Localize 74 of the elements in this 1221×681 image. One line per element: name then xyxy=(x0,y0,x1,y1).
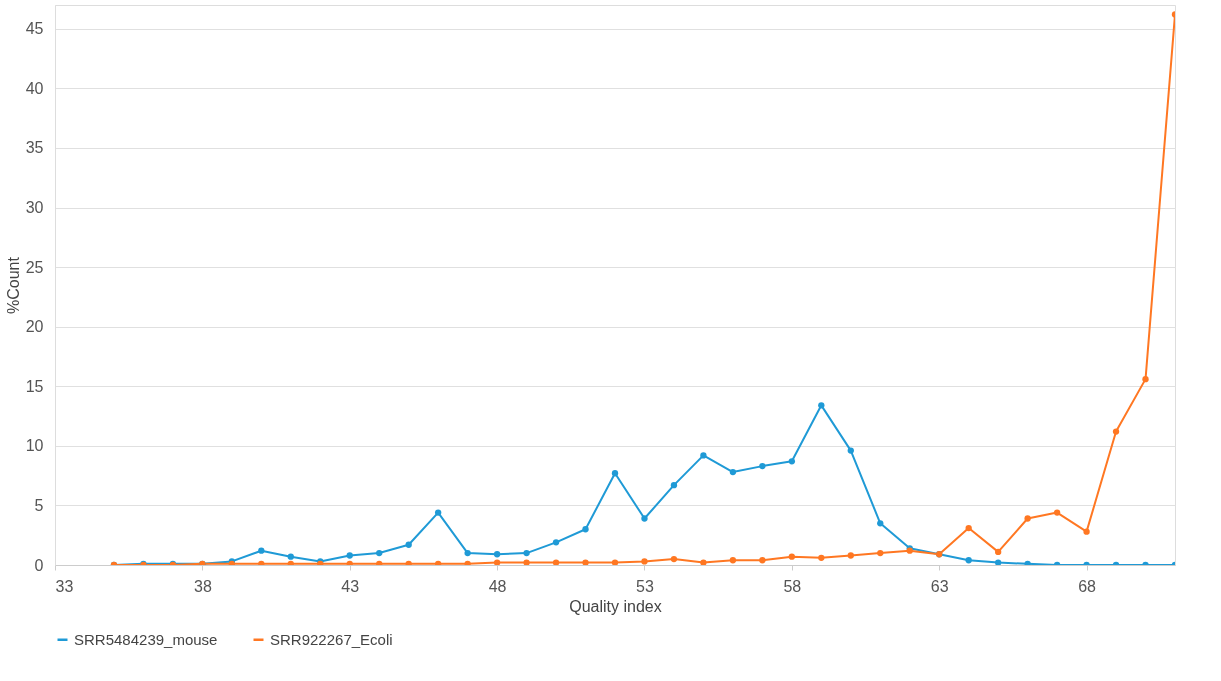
point xyxy=(582,559,589,565)
y-tick-label: 30 xyxy=(25,199,44,217)
point xyxy=(611,470,619,477)
point xyxy=(877,549,884,557)
point xyxy=(670,555,678,563)
point xyxy=(464,549,471,557)
point xyxy=(346,552,353,559)
point xyxy=(287,560,294,565)
point xyxy=(788,458,795,465)
x-tick-label: 63 xyxy=(930,577,949,595)
point xyxy=(435,560,442,565)
point xyxy=(1024,515,1031,522)
x-tick-label: 53 xyxy=(636,577,654,595)
point xyxy=(552,539,560,546)
legend-label: SRR5484239_mouse xyxy=(74,630,218,648)
point xyxy=(258,560,265,565)
point xyxy=(405,560,412,565)
point xyxy=(582,526,589,533)
point xyxy=(670,482,678,489)
x-tick-label: 58 xyxy=(783,577,802,595)
point xyxy=(818,554,825,562)
point xyxy=(847,552,854,559)
point xyxy=(1083,528,1090,535)
point xyxy=(493,551,501,558)
point xyxy=(405,541,412,548)
x-tick-label: 33 xyxy=(55,577,74,595)
point xyxy=(759,462,766,470)
point xyxy=(788,553,795,560)
point xyxy=(877,520,884,527)
point xyxy=(493,559,501,565)
point xyxy=(729,557,737,564)
point xyxy=(552,559,560,565)
point xyxy=(287,553,294,560)
point xyxy=(1053,509,1061,516)
y-tick-label: 15 xyxy=(25,377,44,395)
y-tick-label: 45 xyxy=(25,20,44,38)
x-axis-title: Quality index xyxy=(569,597,662,615)
point xyxy=(995,548,1002,556)
point xyxy=(847,447,854,454)
point xyxy=(995,559,1002,565)
y-tick-label: 40 xyxy=(25,79,44,97)
x-tick-label: 38 xyxy=(193,577,212,595)
point xyxy=(729,468,737,476)
y-tick-label: 10 xyxy=(25,437,44,455)
point xyxy=(965,524,972,532)
y-tick-label: 35 xyxy=(25,139,44,157)
point xyxy=(759,557,766,564)
point xyxy=(376,549,383,557)
y-tick-label: 25 xyxy=(25,258,44,276)
point xyxy=(1024,560,1031,565)
x-tick-label: 68 xyxy=(1078,577,1097,595)
point xyxy=(258,547,265,554)
point xyxy=(376,560,383,565)
point xyxy=(464,560,471,565)
y-tick-label: 5 xyxy=(34,496,44,514)
point xyxy=(965,557,972,564)
point xyxy=(1142,375,1149,383)
point xyxy=(641,515,648,522)
x-tick-label: 48 xyxy=(488,577,507,595)
point xyxy=(611,559,619,565)
point xyxy=(523,559,530,565)
point xyxy=(435,509,442,516)
y-tick-label: 0 xyxy=(34,556,44,574)
point xyxy=(346,560,353,565)
legend-label: SRR922267_Ecoli xyxy=(270,630,393,648)
point xyxy=(700,452,707,459)
y-tick-label: 20 xyxy=(25,318,44,336)
point xyxy=(700,559,707,565)
x-tick-label: 43 xyxy=(341,577,360,595)
y-axis-title: %Count xyxy=(4,256,22,314)
point xyxy=(1112,428,1120,435)
point xyxy=(641,558,648,565)
point xyxy=(523,549,530,557)
point xyxy=(818,402,825,409)
